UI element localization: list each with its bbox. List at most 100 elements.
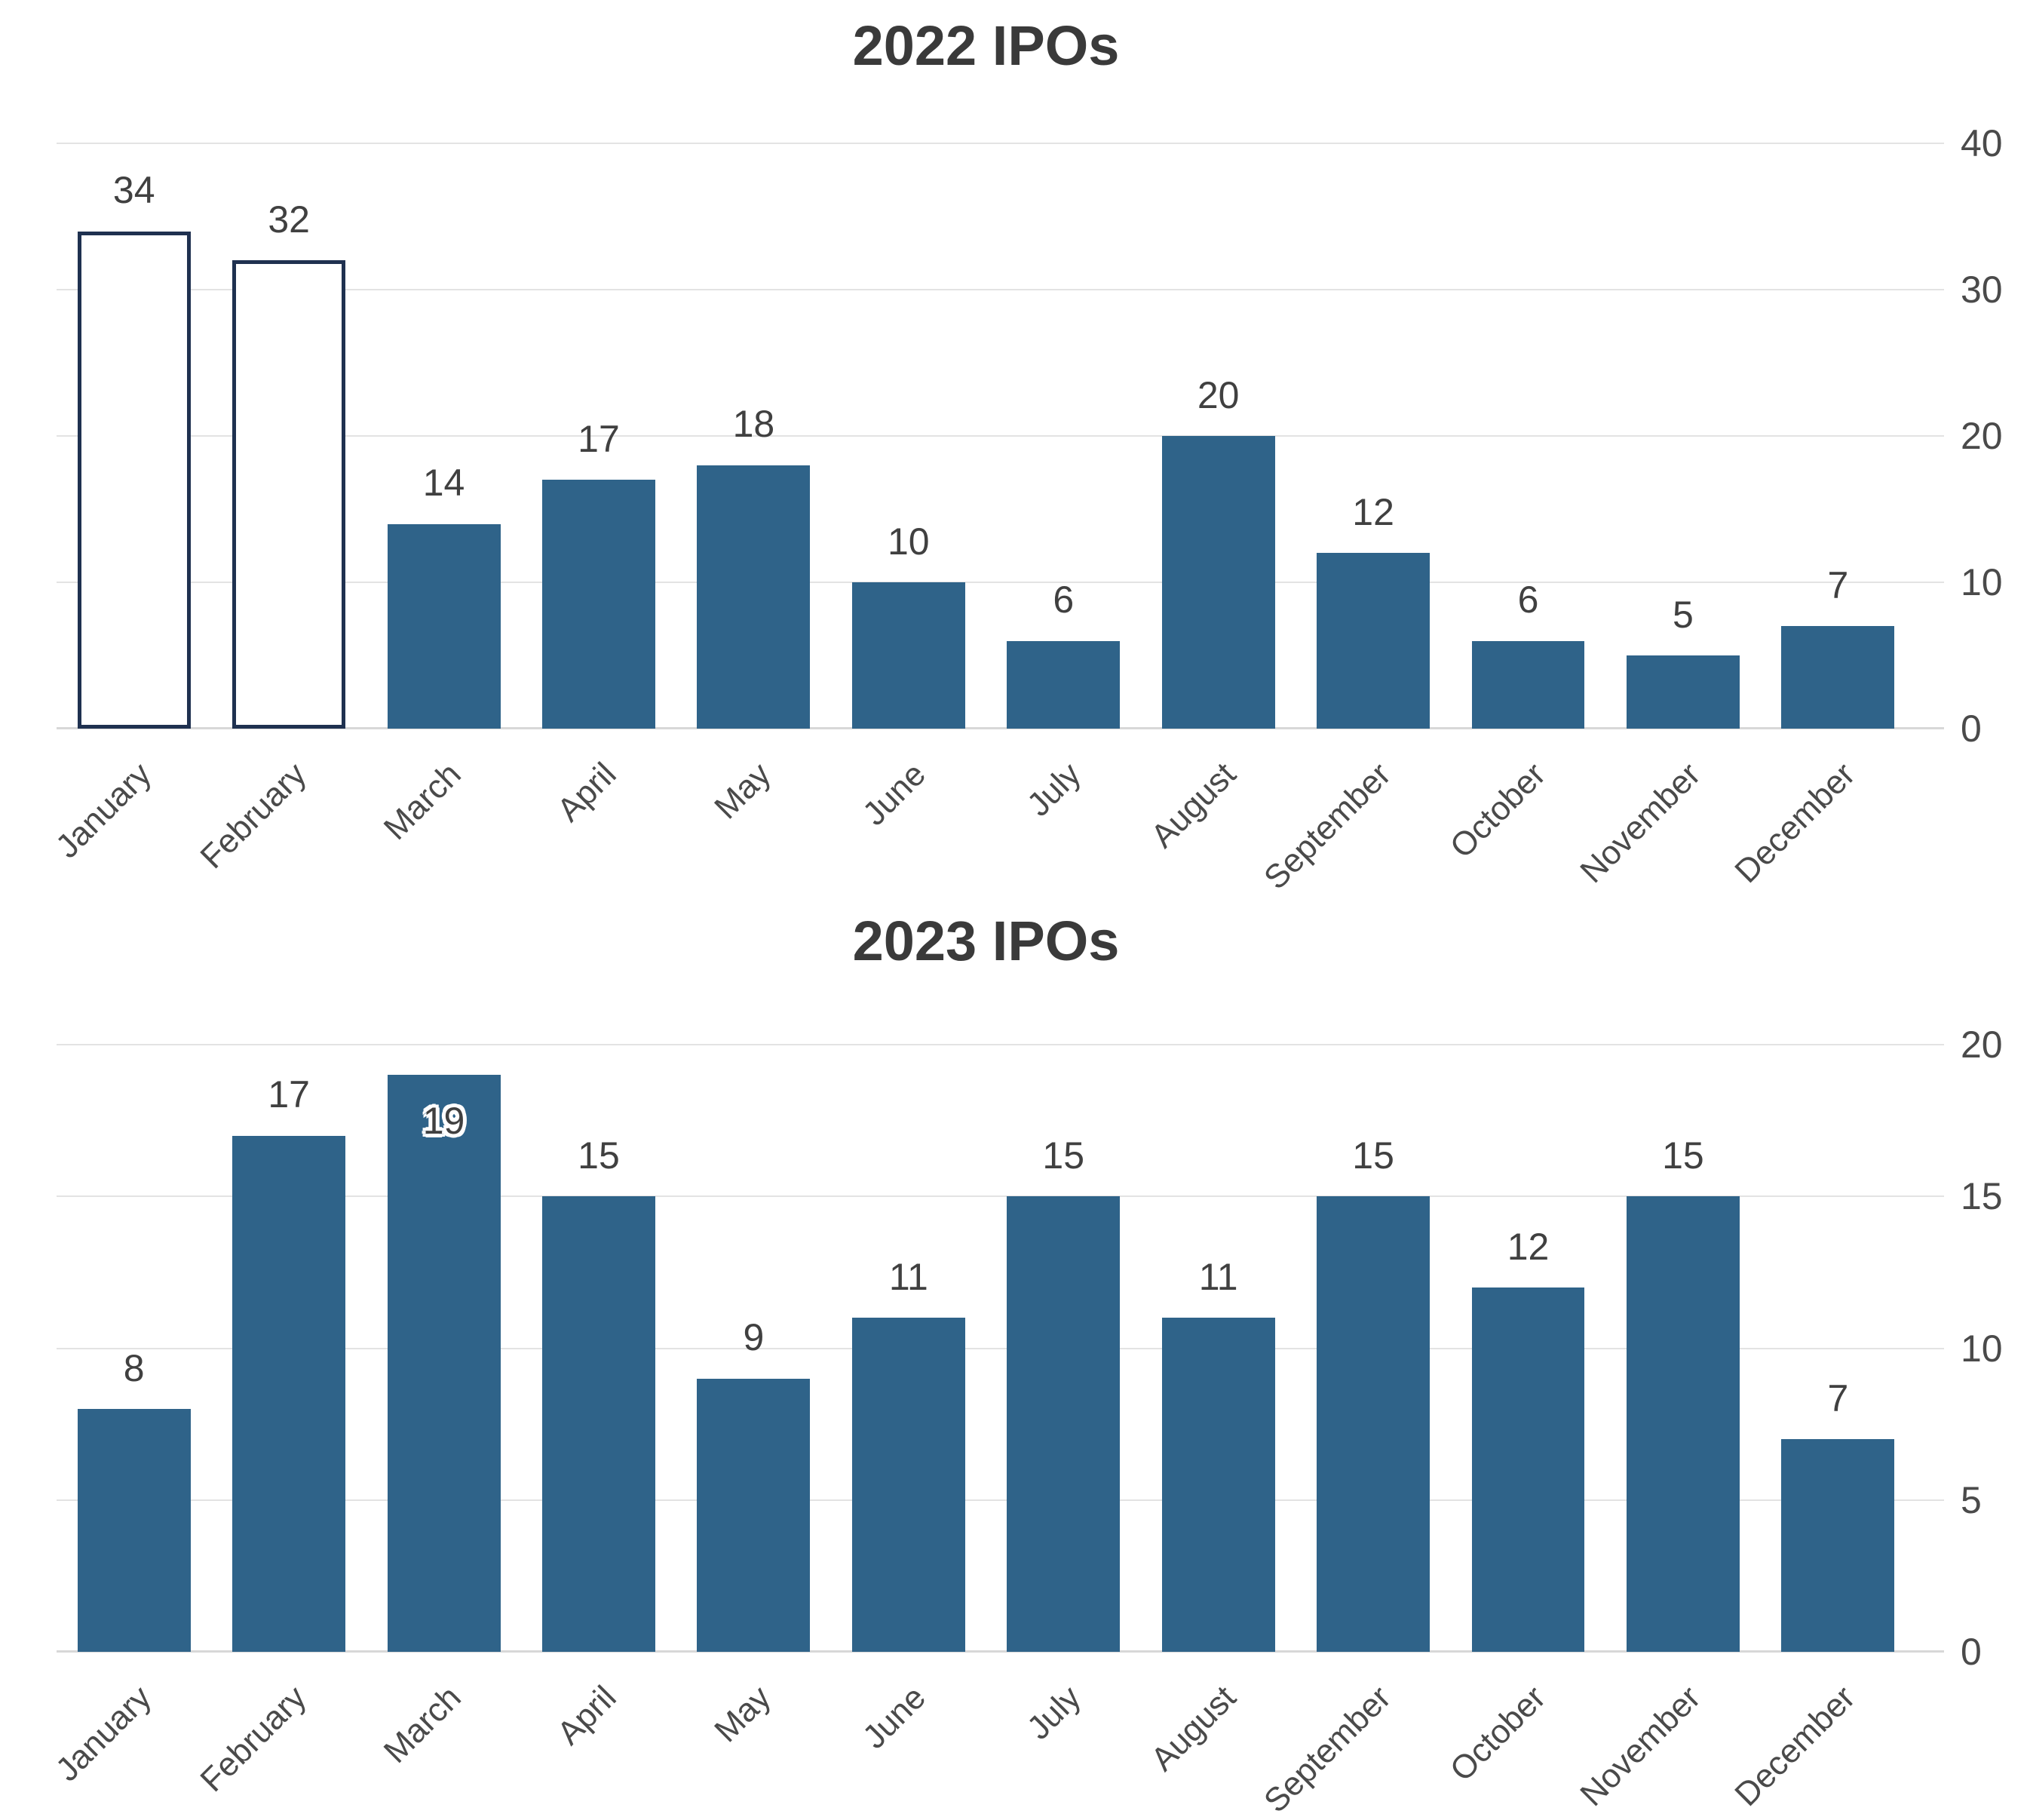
y-axis-tick-30: 30 <box>1961 269 2003 312</box>
gridline-30 <box>57 289 1944 291</box>
x-axis-label-december: December <box>1728 1679 1863 1814</box>
data-label-december: 7 <box>1827 563 1849 606</box>
bar-slot-august: 11 August <box>1141 1045 1296 1779</box>
chart-2022-plot-row: 34 January 32 February 14 March 17 April 18 May 10… <box>0 124 2030 897</box>
bar-december <box>1781 626 1895 729</box>
bar-slot-april: 15 April <box>521 1045 676 1752</box>
data-label-may: 9 <box>743 1316 765 1359</box>
bar-slot-august: 20 August <box>1141 143 1296 855</box>
bar-february <box>232 1135 346 1653</box>
y-axis-tick-15: 15 <box>1961 1175 2003 1218</box>
bar-april <box>542 480 655 729</box>
y-axis-tick-0: 0 <box>1961 1631 1982 1674</box>
y-axis-tick-10: 10 <box>1961 561 2003 604</box>
bar-august <box>1161 436 1275 729</box>
page: 2022 IPOs 34 January 32 February 14 March 17 Ap… <box>0 14 2030 1820</box>
gridline-15 <box>57 1195 1944 1198</box>
bar-slot-march: 19 March <box>366 1045 521 1770</box>
bar-october <box>1471 1288 1585 1653</box>
data-label-march: 19 <box>422 1099 465 1142</box>
data-label-november: 5 <box>1673 593 1694 636</box>
x-axis-label-february: February <box>193 1679 314 1800</box>
bar-slot-may: 18 May <box>676 143 831 826</box>
bar-june <box>851 1318 965 1653</box>
y-axis-tick-5: 5 <box>1961 1478 1982 1521</box>
x-axis-label-june: June <box>856 1679 934 1757</box>
bar-slot-december: 7 December <box>1728 143 1915 890</box>
x-axis-label-june: June <box>856 755 934 833</box>
bar-july <box>1007 1196 1121 1653</box>
bar-slot-march: 14 March <box>366 143 521 847</box>
bar-september <box>1317 1196 1431 1653</box>
chart-title-2023: 2023 IPOs <box>852 910 1120 973</box>
x-axis-label-january: January <box>48 755 159 866</box>
bar-slot-september: 15 September <box>1257 1045 1450 1820</box>
bars-layer: 34 January 32 February 14 March 17 April 18 May 10… <box>49 143 1915 897</box>
data-label-january: 8 <box>123 1346 145 1389</box>
gridline-5 <box>57 1499 1944 1501</box>
bar-slot-february: 32 February <box>194 143 366 876</box>
bar-slot-june: 11 June <box>831 1045 986 1756</box>
bar-may <box>697 1378 811 1653</box>
bar-slot-february: 17 February <box>194 1045 366 1799</box>
data-label-january: 34 <box>112 169 155 211</box>
bar-march <box>387 523 501 729</box>
y-axis-tick-0: 0 <box>1961 707 1982 750</box>
bar-june <box>851 582 965 729</box>
x-axis-label-january: January <box>48 1679 159 1789</box>
x-axis-label-may: May <box>707 1679 778 1750</box>
y-axis-tick-40: 40 <box>1961 122 2003 165</box>
data-label-september: 12 <box>1352 490 1394 533</box>
gridline-0 <box>57 727 1944 730</box>
data-label-october: 12 <box>1507 1225 1550 1268</box>
x-axis-label-november: November <box>1573 755 1708 891</box>
bar-slot-january: 8 January <box>49 1045 211 1788</box>
bar-november <box>1626 1196 1740 1653</box>
data-label-april: 17 <box>578 417 620 460</box>
data-label-february: 17 <box>268 1073 310 1116</box>
x-axis-label-august: August <box>1143 1679 1243 1779</box>
bar-slot-october: 6 October <box>1443 143 1605 865</box>
bar-slot-july: 6 July <box>986 143 1141 824</box>
x-axis-label-march: March <box>376 755 469 848</box>
y-axis-tick-20: 20 <box>1961 415 2003 458</box>
data-label-november: 15 <box>1662 1134 1704 1177</box>
data-label-may: 18 <box>732 403 775 446</box>
x-axis-label-september: September <box>1256 1679 1398 1820</box>
y-axis-tick-10: 10 <box>1961 1327 2003 1370</box>
bar-slot-may: 9 May <box>676 1045 831 1749</box>
bar-slot-october: 12 October <box>1443 1045 1605 1788</box>
bar-july <box>1007 640 1121 729</box>
bar-december <box>1781 1439 1895 1653</box>
bar-slot-january: 34 January <box>49 143 211 865</box>
bar-slot-july: 15 July <box>986 1045 1141 1747</box>
chart-2023-ipos: 2023 IPOs 8 January 17 February 19 March 15 Apr… <box>0 909 2030 1820</box>
data-label-october: 6 <box>1517 579 1539 622</box>
bar-slot-september: 12 September <box>1257 143 1450 897</box>
gridline-0 <box>57 1650 1944 1653</box>
x-axis-label-october: October <box>1443 755 1553 866</box>
gridline-10 <box>57 1347 1944 1349</box>
data-label-december: 7 <box>1827 1377 1849 1419</box>
x-axis-label-july: July <box>1020 755 1088 824</box>
bar-slot-june: 10 June <box>831 143 986 833</box>
x-axis-label-april: April <box>550 1679 624 1752</box>
bar-january <box>77 231 191 729</box>
x-axis-label-october: October <box>1443 1679 1553 1789</box>
bar-september <box>1317 553 1431 729</box>
chart-title-2022: 2022 IPOs <box>852 14 1120 77</box>
plot-area-2022: 34 January 32 February 14 March 17 April 18 May 10… <box>49 143 1944 897</box>
gridline-10 <box>57 582 1944 584</box>
bar-april <box>542 1196 655 1653</box>
data-label-june: 11 <box>888 1255 928 1298</box>
bar-february <box>232 260 346 729</box>
bar-october <box>1471 640 1585 729</box>
chart-2023-plot-row: 8 January 17 February 19 March 15 April 9 May 11 Ju… <box>0 1026 2030 1820</box>
x-axis-label-february: February <box>193 755 314 876</box>
gridline-20 <box>57 435 1944 437</box>
bar-november <box>1626 655 1740 729</box>
data-label-june: 10 <box>888 520 930 563</box>
data-label-august: 11 <box>1198 1255 1238 1298</box>
y-axis-2023: 20 15 10 5 0 <box>1915 1026 2030 1671</box>
x-axis-label-may: May <box>707 755 778 827</box>
